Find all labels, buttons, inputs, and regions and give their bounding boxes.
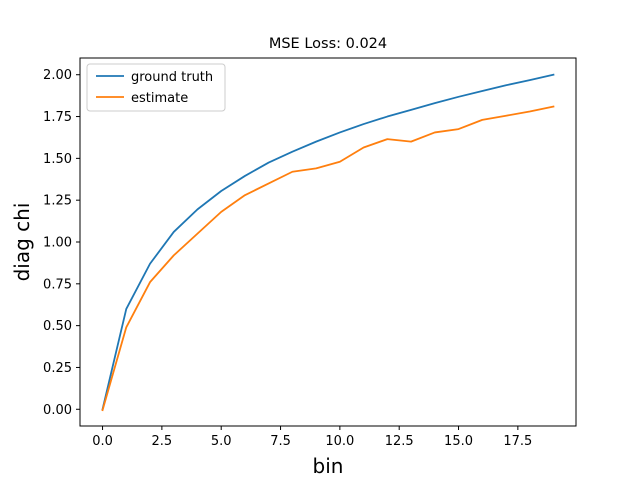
series-line-estimate — [101, 105, 555, 412]
x-axis-ticks: 0.0 2.5 5.0 7.5 10.0 12.5 15.0 17.5 — [92, 426, 532, 449]
legend-label-ground-truth: ground truth — [131, 70, 213, 85]
x-tick-label: 2.5 — [152, 434, 173, 449]
y-tick-label: 1.25 — [43, 194, 72, 209]
chart-title: MSE Loss: 0.024 — [269, 36, 387, 52]
y-tick-label: 1.75 — [43, 110, 72, 125]
legend: ground truth estimate — [86, 63, 226, 112]
x-tick-label: 5.0 — [211, 434, 232, 449]
x-tick-label: 7.5 — [270, 434, 291, 449]
x-tick-label: 0.0 — [92, 434, 113, 449]
y-tick-label: 0.50 — [43, 319, 72, 334]
y-axis-ticks: 0.00 0.25 0.50 0.75 1.00 1.25 1.50 1.75 2.00 — [43, 68, 80, 418]
y-axis-label: diag chi — [10, 203, 34, 282]
y-tick-label: 0.25 — [43, 361, 72, 376]
series-lines — [101, 73, 555, 412]
legend-label-estimate: estimate — [131, 91, 188, 106]
x-tick-label: 10.0 — [325, 434, 354, 449]
x-tick-label: 12.5 — [385, 434, 414, 449]
y-tick-label: 2.00 — [43, 68, 72, 83]
y-tick-label: 1.00 — [43, 236, 72, 251]
x-tick-label: 15.0 — [444, 434, 473, 449]
y-tick-label: 0.00 — [43, 403, 72, 418]
x-tick-label: 17.5 — [503, 434, 532, 449]
y-tick-label: 0.75 — [43, 277, 72, 292]
x-axis-label: bin — [313, 454, 344, 478]
plot-area-frame — [79, 57, 577, 427]
y-tick-label: 1.50 — [43, 152, 72, 167]
series-line-ground-truth — [101, 73, 555, 411]
